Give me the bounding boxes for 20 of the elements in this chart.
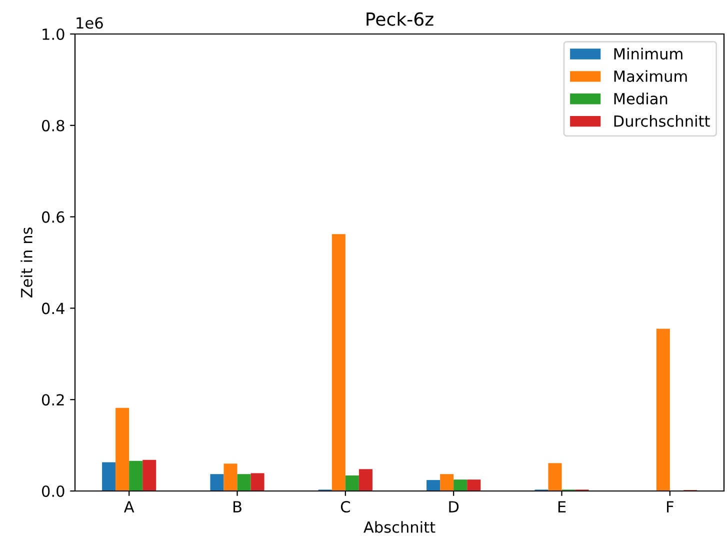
legend-label: Median xyxy=(614,92,668,104)
x-tick-label: D xyxy=(449,501,459,512)
x-tick-label: B xyxy=(234,501,242,512)
y-tick-label: 0.8 xyxy=(42,120,64,132)
legend-label: Durchschnitt xyxy=(614,115,710,127)
x-tick-label: C xyxy=(340,500,350,513)
y-tick-label: 0.6 xyxy=(42,211,64,223)
y-tick-label: 1.0 xyxy=(42,28,64,40)
text: 1e6 xyxy=(76,17,103,29)
y-tick-label: 0.4 xyxy=(42,302,64,314)
y-tick-label: 0.0 xyxy=(42,485,64,498)
legend-label: Minimum xyxy=(614,48,682,60)
x-tick-label: E xyxy=(558,501,566,512)
x-tick-label: A xyxy=(124,501,134,512)
chart-title: Peck-6z xyxy=(366,12,434,26)
x-axis-title: Abschnitt xyxy=(364,521,436,533)
legend-label: Maximum xyxy=(614,70,687,82)
y-tick-label: 0.2 xyxy=(42,394,64,406)
x-tick-label: F xyxy=(667,501,674,512)
y-axis-title: Zeit in ns xyxy=(20,228,32,298)
